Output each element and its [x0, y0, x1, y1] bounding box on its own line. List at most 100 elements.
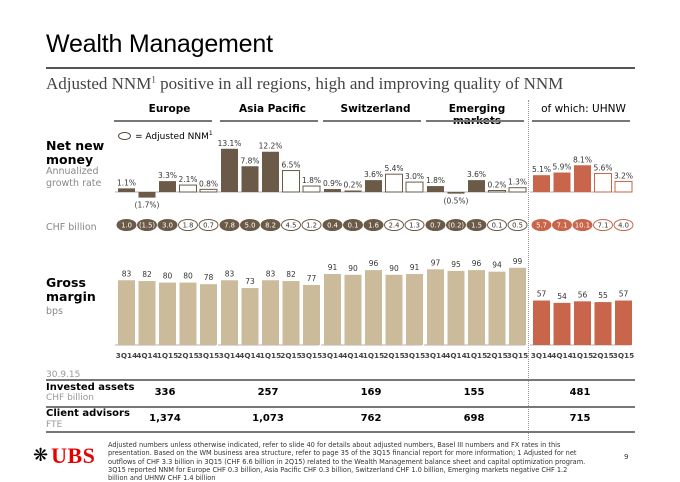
- gm-data-label: 80: [163, 272, 173, 281]
- gm-data-label: 91: [328, 263, 338, 272]
- invested-assets-label: Invested assets: [46, 382, 135, 393]
- chf-pill: [593, 219, 613, 231]
- quarter-tick-label: 3Q15: [507, 351, 528, 360]
- nnm-data-label: 1.8%: [426, 176, 445, 185]
- nnm-subtitle: Annualized growth rate: [46, 166, 102, 189]
- gm-bar: [447, 270, 465, 345]
- gm-data-label: 78: [204, 273, 214, 282]
- nnm-bar: [447, 192, 465, 194]
- chf-value: 5.0: [245, 222, 256, 230]
- nnm-data-label: 5.9%: [552, 163, 571, 172]
- chf-pill: [507, 219, 528, 231]
- client-advisors-switzerland: 762: [360, 413, 382, 424]
- quarter-tick-label: 2Q15: [280, 351, 301, 360]
- chf-pill: [572, 219, 593, 231]
- nnm-bar: [594, 173, 612, 193]
- nnm-bar: [179, 184, 197, 193]
- invested-assets-uhnw: 481: [569, 387, 591, 398]
- column-header-europe: Europe: [148, 103, 191, 115]
- nnm-data-label: 1.1%: [117, 178, 136, 187]
- chf-pill: [343, 219, 363, 231]
- gm-bar: [221, 280, 238, 345]
- gm-data-label: 96: [472, 259, 482, 268]
- chf-billion-label: CHF billion: [46, 222, 97, 233]
- gm-data-label: 77: [307, 274, 317, 283]
- nnm-data-label: 5.4%: [384, 164, 403, 173]
- nnm-bar: [118, 188, 135, 192]
- chf-value: 10.1: [575, 222, 590, 230]
- client-advisors-asia-pacific: 1,073: [252, 413, 284, 424]
- quarter-tick-label: 1Q15: [466, 351, 487, 360]
- chf-pill: [178, 219, 198, 231]
- nnm-bar: [302, 185, 321, 193]
- chf-pill: [260, 219, 281, 231]
- chf-value: 0.1: [348, 222, 359, 230]
- chf-value: 1.6: [368, 222, 379, 230]
- legend-text: = Adjusted NNM: [135, 132, 209, 142]
- legend: = Adjusted NNM1: [118, 130, 213, 142]
- gm-data-label: 96: [369, 259, 379, 268]
- nnm-data-label: 3.6%: [364, 170, 383, 179]
- nnm-data-label: 8.1%: [573, 155, 592, 164]
- quarter-tick-label: 3Q15: [404, 351, 425, 360]
- gm-bar: [365, 270, 382, 345]
- gm-data-label: 94: [492, 261, 502, 270]
- chf-value: (1.5): [139, 222, 155, 230]
- nnm-data-label: 3.3%: [158, 171, 177, 180]
- gm-data-label: 99: [513, 257, 523, 266]
- gross-margin-unit: bps: [46, 306, 64, 317]
- gm-data-label: 55: [598, 291, 608, 300]
- chf-value: 7.1: [598, 222, 609, 230]
- gm-bar: [509, 267, 526, 345]
- gm-bar: [200, 284, 217, 345]
- subtitle-text: Adjusted NNM: [46, 74, 152, 93]
- nnm-data-label: (1.7%): [135, 201, 160, 210]
- chf-value: 0.5: [512, 222, 523, 230]
- gm-bar: [118, 280, 135, 345]
- quarter-tick-label: 3Q15: [301, 351, 322, 360]
- chf-value: 1.8: [183, 222, 194, 230]
- gm-data-label: 82: [286, 270, 296, 279]
- invested-assets-europe: 336: [154, 387, 176, 398]
- gross-margin-title: Gross margin: [46, 275, 96, 304]
- nnm-data-label: 3.2%: [614, 171, 633, 180]
- gm-data-label: 83: [225, 269, 235, 278]
- quarter-tick-label: 4Q14: [342, 351, 363, 360]
- gm-data-label: 90: [389, 264, 399, 273]
- chf-value: 1.2: [306, 222, 317, 230]
- quarter-tick-label: 3Q15: [613, 351, 634, 360]
- column-underline: [114, 120, 212, 122]
- gm-bar: [615, 300, 632, 345]
- gm-bar: [574, 301, 591, 345]
- gm-data-label: 73: [245, 277, 255, 286]
- chf-value: 5.7: [536, 222, 547, 230]
- nnm-bar: [468, 180, 485, 192]
- nnm-bar: [385, 173, 403, 193]
- quarter-tick-label: 1Q15: [260, 351, 281, 360]
- nnm-bar: [159, 181, 176, 192]
- chf-pill: [116, 219, 137, 231]
- column-header-switzerland: Switzerland: [340, 103, 411, 115]
- slide-title: Wealth Management: [46, 30, 273, 58]
- column-underline: [323, 120, 421, 122]
- nnm-bar: [262, 151, 279, 192]
- slide-subtitle: Adjusted NNM1 positive in all regions, h…: [46, 74, 563, 94]
- chf-pill: [425, 219, 446, 231]
- invested-assets-switzerland: 169: [360, 387, 382, 398]
- gm-bar: [553, 302, 571, 345]
- nnm-data-label: 0.9%: [323, 179, 342, 188]
- chf-pill: [552, 219, 572, 231]
- page-number: 9: [624, 453, 629, 461]
- gm-data-label: 57: [537, 290, 547, 299]
- adjusted-nnm-legend-icon: [118, 132, 131, 140]
- gm-bar: [406, 274, 423, 345]
- gm-bar: [138, 281, 156, 345]
- chf-value: 4.0: [618, 222, 629, 230]
- legend-footnote-marker: 1: [208, 130, 213, 137]
- client-advisors-unit: FTE: [46, 420, 63, 430]
- chf-pill: [322, 219, 343, 231]
- chf-pill: [446, 219, 466, 231]
- nnm-data-label: 0.8%: [199, 179, 218, 188]
- uhnw-separator: [528, 100, 529, 440]
- gm-data-label: 80: [183, 272, 193, 281]
